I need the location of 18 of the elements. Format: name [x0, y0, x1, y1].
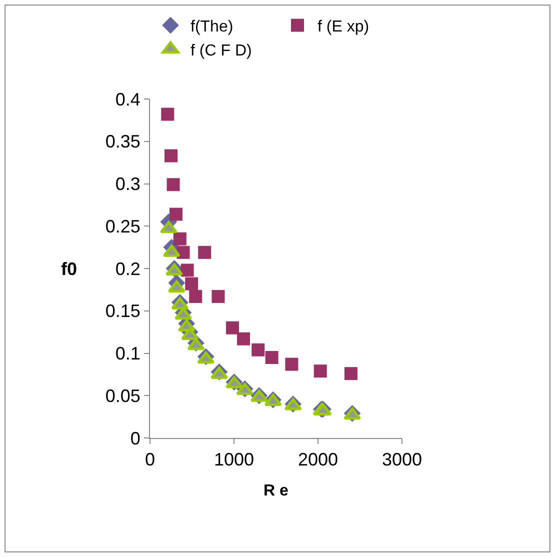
y-tick-label: 0.05 — [105, 386, 140, 406]
y-tick-label: 0.1 — [115, 344, 140, 364]
x-axis-title: R e — [264, 482, 289, 500]
legend-label: f (C F D) — [190, 42, 252, 60]
y-tick-label: 0.25 — [105, 216, 140, 236]
y-tick-label: 0.15 — [105, 301, 140, 322]
x-tick-label: 0 — [144, 450, 156, 470]
y-axis-title: f0 — [61, 259, 78, 279]
x-tick-label: 1000 — [214, 450, 254, 470]
x-tick-label: 2000 — [298, 450, 338, 470]
y-tick-label: 0.4 — [115, 89, 140, 110]
y-tick-label: 0 — [130, 428, 140, 448]
legend-label: f (E xp) — [318, 18, 370, 36]
x-tick-label: 3000 — [382, 450, 422, 470]
y-tick-label: 0.35 — [105, 132, 140, 152]
legend-label: f(The) — [190, 18, 234, 36]
y-tick-label: 0.3 — [115, 174, 140, 194]
y-tick-label: 0.2 — [115, 258, 140, 279]
